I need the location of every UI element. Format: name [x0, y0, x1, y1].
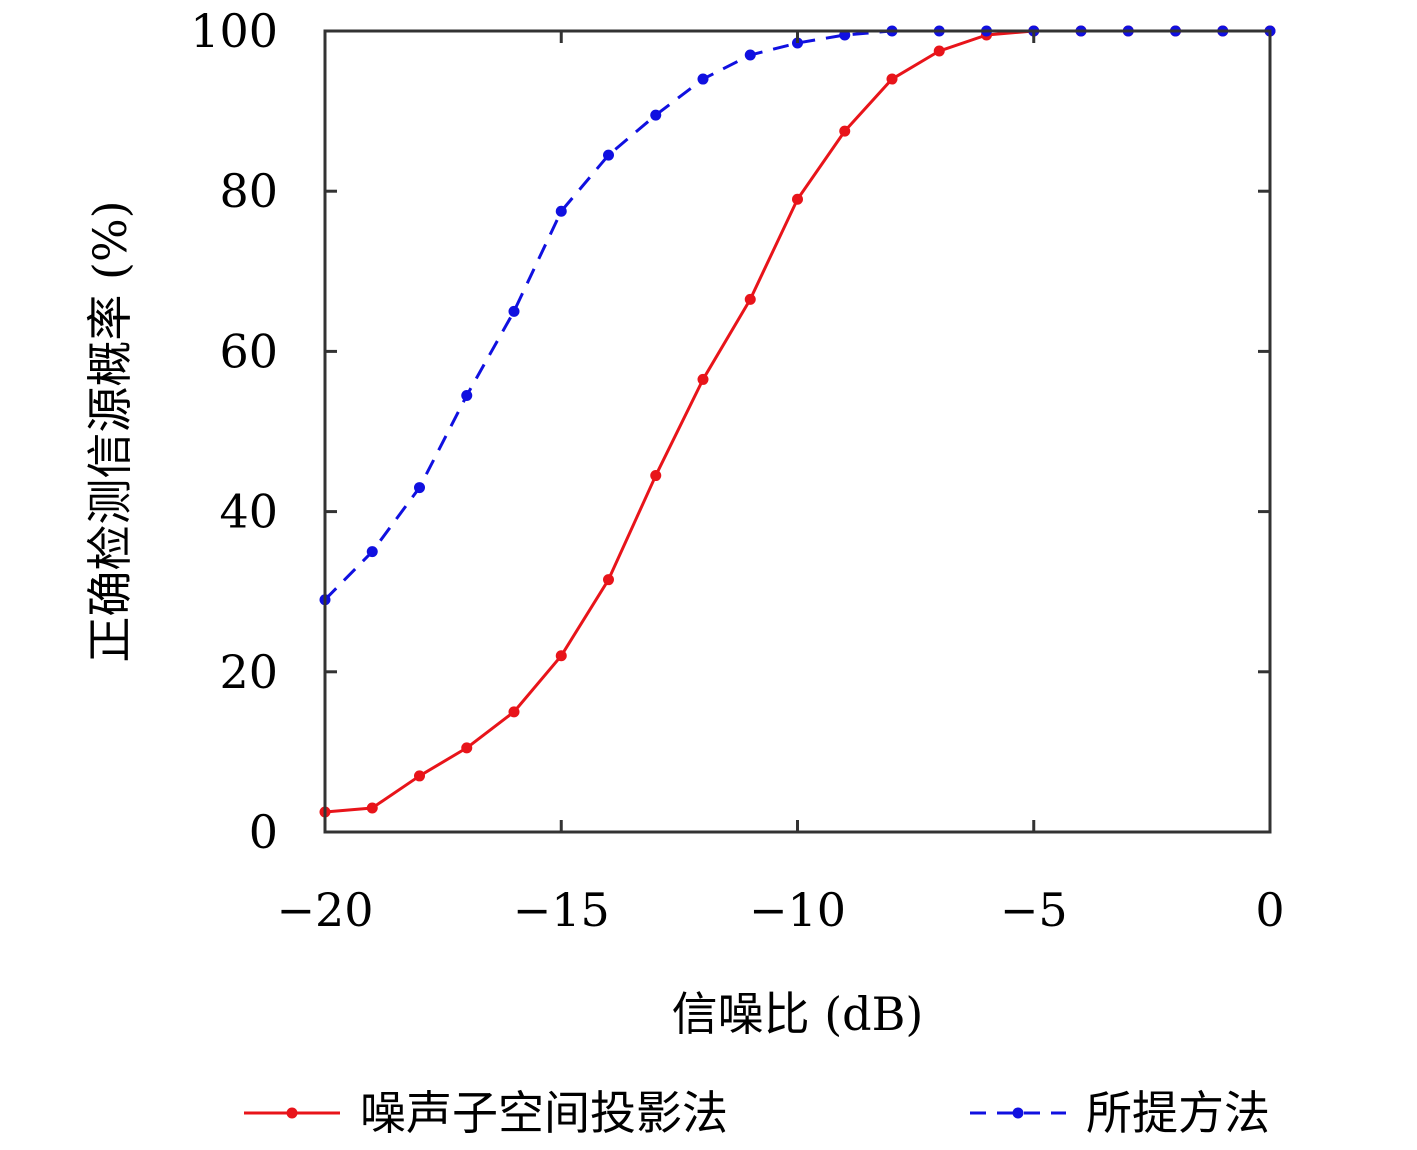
legend-item: 所提方法	[970, 1086, 1270, 1140]
x-tick-label: −20	[276, 883, 373, 937]
y-tick-label: 80	[219, 164, 278, 218]
x-axis-label: 信噪比 (dB)	[672, 987, 924, 1041]
y-tick-label: 20	[219, 645, 278, 699]
data-point	[697, 373, 709, 385]
plot-frame	[323, 29, 1272, 834]
data-point	[508, 305, 520, 317]
x-tick-label: −15	[513, 883, 610, 937]
y-tick-label: 100	[190, 4, 278, 58]
series-1	[319, 25, 1276, 818]
y-tick-label: 40	[219, 485, 278, 539]
legend-marker	[286, 1107, 298, 1119]
legend: 噪声子空间投影法 所提方法	[244, 1086, 1270, 1140]
data-point	[886, 73, 898, 85]
y-axis: 0 20 40 60 80 100	[190, 4, 1270, 859]
series-2	[319, 25, 1276, 606]
data-point	[792, 193, 803, 205]
series-layer	[319, 25, 1276, 818]
data-point	[933, 45, 945, 57]
data-point	[461, 742, 473, 754]
legend-item: 噪声子空间投影法	[244, 1086, 728, 1140]
data-point	[414, 482, 425, 494]
data-point	[366, 802, 378, 814]
x-axis: −20 −15 −10 −5 0	[276, 31, 1285, 937]
legend-marker	[1012, 1107, 1024, 1119]
x-tick-label: 0	[1255, 883, 1284, 937]
data-point	[650, 109, 662, 121]
legend-label: 噪声子空间投影法	[360, 1086, 728, 1140]
data-point	[744, 49, 756, 61]
data-point	[555, 650, 567, 662]
data-point	[555, 205, 567, 217]
y-tick-label: 60	[219, 324, 278, 378]
data-point	[744, 293, 756, 305]
x-tick-label: −5	[1000, 883, 1068, 937]
y-tick-label: 0	[249, 805, 278, 859]
series-line	[323, 29, 1270, 601]
x-tick-label: −10	[749, 883, 846, 937]
data-point	[461, 389, 473, 401]
data-point	[697, 73, 709, 85]
data-point	[414, 770, 425, 782]
data-point	[508, 706, 520, 718]
data-point	[792, 37, 803, 49]
data-point	[650, 470, 662, 482]
legend-label: 所提方法	[1086, 1086, 1270, 1140]
data-point	[366, 546, 378, 558]
data-point	[839, 125, 851, 137]
data-point	[603, 149, 614, 161]
series-line	[324, 29, 1270, 814]
data-point	[603, 574, 614, 586]
y-axis-label: 正确检测信源概率 (%)	[83, 200, 137, 662]
